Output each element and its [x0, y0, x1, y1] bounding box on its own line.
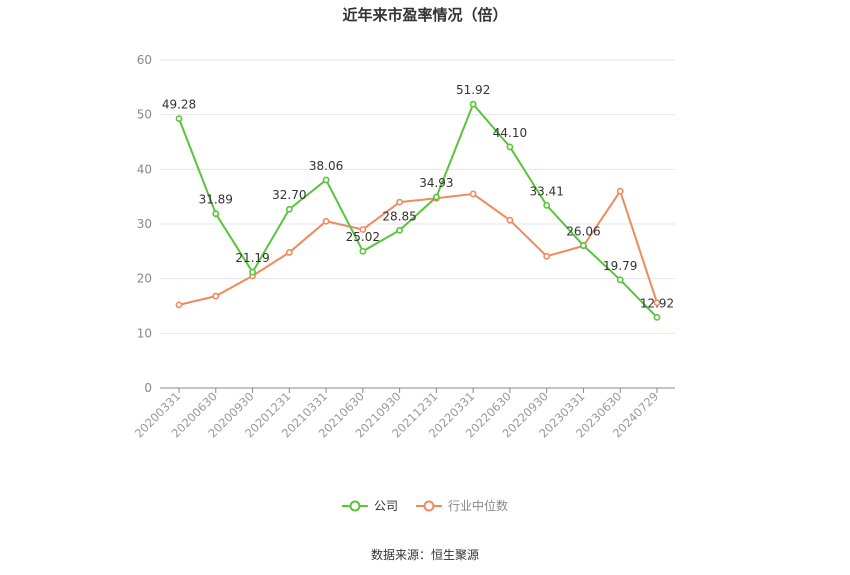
data-point-company	[249, 268, 256, 276]
data-label: 51.92	[456, 83, 490, 97]
data-label: 44.10	[493, 126, 527, 140]
data-point-company	[506, 143, 514, 151]
y-tick-label: 60	[137, 53, 152, 67]
data-point-industry-median	[653, 299, 661, 307]
data-point-industry-median	[322, 217, 330, 225]
data-point-company	[322, 176, 330, 184]
data-point-company	[396, 226, 404, 234]
data-point-company	[285, 205, 293, 213]
data-point-company	[653, 313, 661, 321]
data-point-industry-median	[359, 226, 367, 233]
data-label: 26.06	[566, 225, 600, 239]
data-point-company	[580, 242, 587, 249]
data-point-company	[543, 201, 551, 209]
data-source-note: 数据来源：恒生聚源	[370, 548, 479, 562]
y-tick-label: 10	[137, 326, 152, 340]
y-tick-label: 0	[144, 381, 152, 395]
data-point-company	[212, 210, 220, 218]
data-label: 34.93	[419, 176, 453, 190]
series-line-industry-median	[178, 190, 658, 306]
data-label: 31.89	[199, 193, 233, 207]
data-point-industry-median	[396, 198, 404, 206]
data-point-industry-median	[285, 249, 293, 256]
data-label: 28.85	[382, 209, 416, 223]
data-point-industry-median	[543, 252, 551, 260]
chart-title: 近年来市盈率情况（倍）	[342, 6, 508, 24]
data-point-company	[432, 193, 440, 201]
chart-legend: 公司 行业中位数	[0, 497, 850, 514]
data-label: 25.02	[346, 230, 380, 244]
legend-item-industry-median[interactable]: 行业中位数	[416, 497, 508, 514]
legend-label-company: 公司	[373, 499, 398, 513]
data-point-industry-median	[175, 301, 183, 309]
y-tick-label: 40	[137, 162, 152, 176]
data-label: 12.92	[640, 296, 674, 310]
legend-item-company[interactable]: 公司	[341, 497, 398, 514]
y-tick-label: 20	[137, 272, 152, 286]
data-point-industry-median	[506, 216, 514, 224]
data-label: 21.19	[235, 251, 269, 265]
y-tick-label: 50	[137, 108, 152, 122]
data-point-industry-median	[212, 292, 220, 300]
series-line-company	[178, 103, 658, 319]
data-label: 38.06	[309, 159, 343, 173]
data-point-company	[175, 115, 183, 123]
y-tick-label: 30	[137, 217, 152, 231]
data-point-industry-median	[469, 190, 477, 198]
legend-marker-industry-median	[416, 500, 442, 511]
legend-marker-company	[341, 500, 368, 511]
data-label: 19.79	[603, 259, 637, 273]
data-label: 32.70	[272, 188, 306, 202]
data-point-company	[616, 276, 624, 284]
data-label: 49.28	[162, 98, 196, 112]
legend-label-industry-median: 行业中位数	[448, 499, 509, 513]
data-point-company	[469, 100, 477, 108]
data-point-company	[359, 247, 367, 255]
data-point-industry-median	[616, 187, 624, 195]
data-label: 33.41	[530, 184, 564, 198]
